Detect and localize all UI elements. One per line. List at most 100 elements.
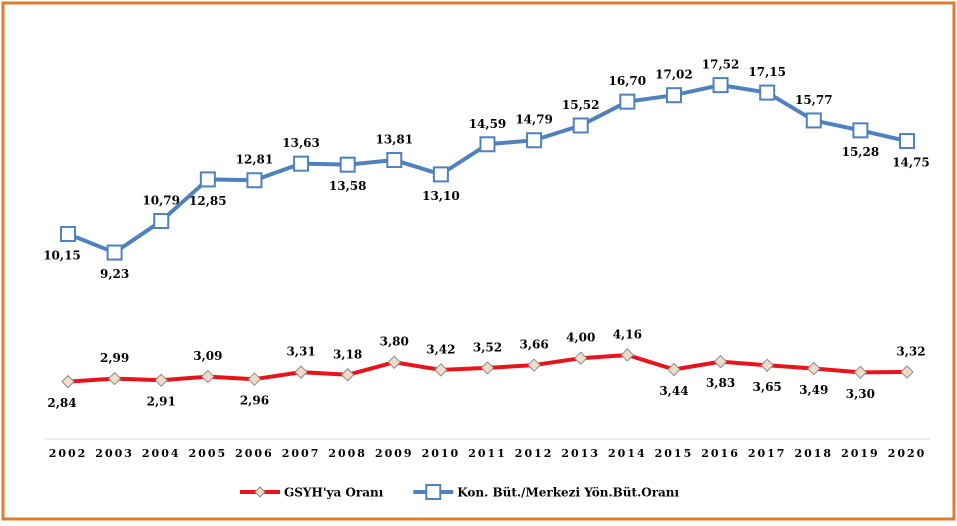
x-tick-label: 2011 xyxy=(468,447,507,460)
data-label: 2,84 xyxy=(47,396,76,410)
data-label: 10,15 xyxy=(43,248,81,262)
x-tick-label: 2015 xyxy=(655,447,694,460)
marker xyxy=(619,93,636,110)
data-label: 3,32 xyxy=(896,344,925,358)
data-label: 3,49 xyxy=(799,383,828,397)
data-label: 13,81 xyxy=(375,133,413,147)
data-label: 3,83 xyxy=(706,376,735,390)
marker xyxy=(199,171,216,188)
marker xyxy=(574,351,588,365)
marker xyxy=(106,244,123,261)
data-label: 13,63 xyxy=(282,136,320,150)
data-label: 17,15 xyxy=(748,65,786,79)
marker xyxy=(900,365,914,379)
x-tick-label: 2006 xyxy=(235,447,274,460)
x-tick-label: 2020 xyxy=(888,447,927,460)
marker xyxy=(386,152,403,169)
data-label: 2,96 xyxy=(240,394,269,408)
marker xyxy=(432,166,449,183)
data-label: 3,31 xyxy=(286,345,315,359)
marker xyxy=(853,365,868,380)
data-label: 3,09 xyxy=(193,349,222,363)
data-label: 3,44 xyxy=(659,384,688,398)
data-label: 16,70 xyxy=(609,74,647,88)
marker xyxy=(201,369,215,384)
legend-label: GSYH'ya Oranı xyxy=(284,486,384,500)
marker xyxy=(760,358,774,372)
x-tick-label: 2010 xyxy=(422,447,461,460)
data-label: 14,79 xyxy=(515,113,553,127)
x-tick-label: 2016 xyxy=(701,447,740,460)
data-label: 3,18 xyxy=(333,347,362,361)
data-label: 4,16 xyxy=(613,327,642,341)
marker xyxy=(153,213,170,230)
x-tick-label: 2014 xyxy=(608,447,647,460)
x-tick-label: 2013 xyxy=(561,447,600,460)
x-tick-label: 2018 xyxy=(794,447,833,460)
data-label: 15,52 xyxy=(562,98,600,112)
marker xyxy=(899,133,915,150)
data-label: 13,58 xyxy=(329,179,367,193)
marker xyxy=(665,87,682,104)
data-label: 14,59 xyxy=(469,117,507,131)
marker xyxy=(246,172,263,189)
x-tick-label: 2019 xyxy=(841,447,880,460)
marker xyxy=(387,355,401,369)
legend-marker xyxy=(254,486,266,498)
data-label: 15,28 xyxy=(842,145,880,159)
marker xyxy=(572,117,589,134)
x-tick-label: 2007 xyxy=(282,447,321,460)
legend-marker xyxy=(425,484,442,500)
data-label: 2,99 xyxy=(100,351,129,365)
data-label: 3,80 xyxy=(380,335,409,349)
marker xyxy=(712,77,729,94)
marker xyxy=(620,348,635,362)
marker xyxy=(340,368,355,382)
x-tick-label: 2002 xyxy=(49,447,88,460)
data-label: 12,81 xyxy=(236,153,274,167)
data-label: 13,10 xyxy=(422,189,460,203)
marker xyxy=(479,136,496,153)
marker xyxy=(852,122,869,139)
marker xyxy=(293,155,310,172)
marker xyxy=(247,372,262,386)
data-label: 3,42 xyxy=(426,342,455,356)
legend-label: Kon. Büt./Merkezi Yön.Büt.Oranı xyxy=(457,486,679,500)
marker xyxy=(294,365,308,379)
data-label: 3,65 xyxy=(753,380,782,394)
data-label: 10,79 xyxy=(142,194,180,208)
x-tick-label: 2017 xyxy=(748,447,787,460)
x-tick-label: 2009 xyxy=(375,447,414,460)
marker xyxy=(154,373,168,387)
data-label: 4,00 xyxy=(566,331,595,345)
x-tick-label: 2012 xyxy=(515,447,554,460)
marker xyxy=(339,156,356,173)
marker xyxy=(805,112,822,129)
x-tick-label: 2003 xyxy=(95,447,134,460)
data-label: 3,66 xyxy=(519,338,548,352)
marker xyxy=(527,358,541,372)
marker xyxy=(480,361,495,375)
data-label: 17,52 xyxy=(702,58,740,72)
data-label: 12,85 xyxy=(189,194,227,208)
marker xyxy=(759,84,776,101)
marker xyxy=(61,374,75,389)
marker xyxy=(60,225,76,242)
x-tick-label: 2005 xyxy=(189,447,228,460)
marker xyxy=(713,354,728,369)
marker xyxy=(526,132,543,149)
x-tick-label: 2008 xyxy=(328,447,367,460)
data-label: 3,52 xyxy=(473,340,502,354)
data-label: 14,75 xyxy=(892,156,930,170)
data-label: 17,02 xyxy=(655,68,693,82)
marker xyxy=(667,362,681,377)
marker xyxy=(107,371,122,386)
marker xyxy=(434,363,448,377)
data-label: 9,23 xyxy=(100,267,129,281)
marker xyxy=(807,361,821,376)
x-tick-label: 2004 xyxy=(142,447,181,460)
data-label: 3,30 xyxy=(846,387,875,401)
data-label: 2,91 xyxy=(147,395,176,409)
